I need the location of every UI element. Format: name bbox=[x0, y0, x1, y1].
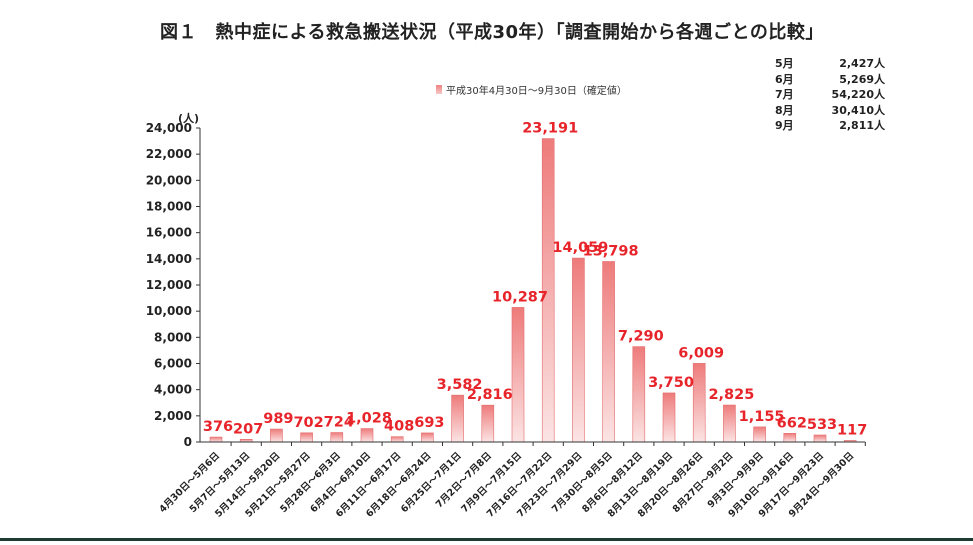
monthly-totals-table: 5月 2,427人 6月 5,269人 7月 54,220人 8月 30,410人 9月… bbox=[775, 56, 885, 134]
bar-value-label: 662 bbox=[777, 415, 807, 431]
chart-legend: 平成30年4月30日～9月30日（確定値） bbox=[436, 82, 627, 97]
monthly-row: 7月 54,220人 bbox=[775, 87, 885, 103]
x-tick-label: 7月2日～7月8日 bbox=[434, 450, 494, 510]
bar bbox=[783, 433, 797, 443]
y-tick-label: 14,000 bbox=[146, 252, 192, 266]
y-tick-label: 2,000 bbox=[154, 409, 192, 423]
bar bbox=[723, 404, 736, 443]
month-label: 7月 bbox=[775, 88, 794, 101]
month-label: 5月 bbox=[775, 57, 794, 70]
bar bbox=[270, 428, 283, 443]
bar bbox=[421, 432, 434, 443]
bar-value-label: 702 bbox=[293, 415, 323, 431]
y-tick-label: 0 bbox=[184, 435, 192, 449]
y-tick-label: 18,000 bbox=[146, 200, 192, 214]
bar-value-label: 3,750 bbox=[648, 375, 694, 391]
bar bbox=[330, 432, 344, 443]
month-label: 6月 bbox=[775, 72, 794, 86]
bar-value-label: 10,287 bbox=[492, 289, 548, 305]
bar-value-label: 23,191 bbox=[522, 121, 578, 137]
bar bbox=[390, 436, 404, 443]
monthly-row: 5月 2,427人 bbox=[775, 56, 885, 72]
y-tick-label: 20,000 bbox=[146, 173, 192, 187]
bar bbox=[572, 257, 585, 443]
bar bbox=[602, 261, 615, 443]
bar bbox=[632, 346, 646, 443]
monthly-row: 6月 5,269人 bbox=[775, 72, 885, 88]
y-tick-label: 10,000 bbox=[146, 304, 192, 318]
bar-value-label: 376 bbox=[203, 419, 233, 435]
bar bbox=[662, 392, 676, 443]
month-value: 2,427人 bbox=[839, 57, 885, 70]
bar-value-label: 693 bbox=[414, 415, 444, 431]
bar bbox=[813, 434, 827, 443]
bar bbox=[511, 307, 525, 443]
y-tick-label: 24,000 bbox=[146, 121, 192, 135]
bar-value-label: 2,816 bbox=[467, 387, 513, 403]
y-tick-label: 22,000 bbox=[146, 147, 192, 161]
y-tick-label: 16,000 bbox=[146, 226, 192, 240]
bar-value-label: 13,798 bbox=[583, 243, 639, 259]
y-tick-label: 8,000 bbox=[154, 330, 192, 344]
x-tick-label: 9月3日～9月9日 bbox=[706, 450, 766, 510]
y-tick-label: 4,000 bbox=[154, 383, 192, 397]
month-value: 5,269人 bbox=[839, 72, 885, 86]
bar bbox=[209, 436, 223, 443]
bar-value-label: 1,155 bbox=[739, 409, 785, 425]
bar-value-label: 207 bbox=[233, 421, 263, 437]
bar bbox=[451, 394, 464, 443]
bar-value-label: 14,059 bbox=[552, 240, 608, 256]
bar-value-label: 1,028 bbox=[346, 411, 392, 427]
bar bbox=[692, 363, 706, 443]
y-tick-label: 12,000 bbox=[146, 278, 192, 292]
legend-swatch bbox=[436, 85, 442, 94]
chart-title: 図１ 熱中症による救急搬送状況（平成30年）「調査開始から各週ごとの比較」 bbox=[160, 22, 824, 43]
bar bbox=[360, 428, 374, 443]
legend-label: 平成30年4月30日～9月30日（確定値） bbox=[446, 86, 627, 97]
month-value: 54,220人 bbox=[831, 88, 885, 101]
bar-value-label: 117 bbox=[837, 422, 867, 438]
bar-value-label: 6,009 bbox=[678, 345, 724, 361]
bar-value-label: 533 bbox=[807, 417, 837, 433]
month-label: 9月 bbox=[775, 119, 794, 132]
bar bbox=[300, 432, 313, 443]
y-axis-unit-label: (人) bbox=[178, 112, 200, 125]
bar-value-label: 2,825 bbox=[708, 387, 754, 403]
bar-value-label: 3,582 bbox=[437, 377, 483, 393]
bar-value-label: 724 bbox=[324, 415, 354, 431]
month-label: 8月 bbox=[775, 103, 794, 117]
month-value: 2,811人 bbox=[839, 119, 885, 132]
bar-value-label: 408 bbox=[384, 419, 414, 435]
month-value: 30,410人 bbox=[831, 103, 885, 117]
bar bbox=[753, 426, 766, 443]
monthly-row: 8月 30,410人 bbox=[775, 103, 885, 119]
y-tick-label: 6,000 bbox=[154, 357, 192, 371]
bar-value-label: 7,290 bbox=[618, 329, 664, 345]
bar bbox=[481, 404, 495, 443]
footer-divider bbox=[0, 538, 973, 541]
monthly-row: 9月 2,811人 bbox=[775, 118, 885, 134]
bar-value-label: 989 bbox=[263, 411, 293, 427]
